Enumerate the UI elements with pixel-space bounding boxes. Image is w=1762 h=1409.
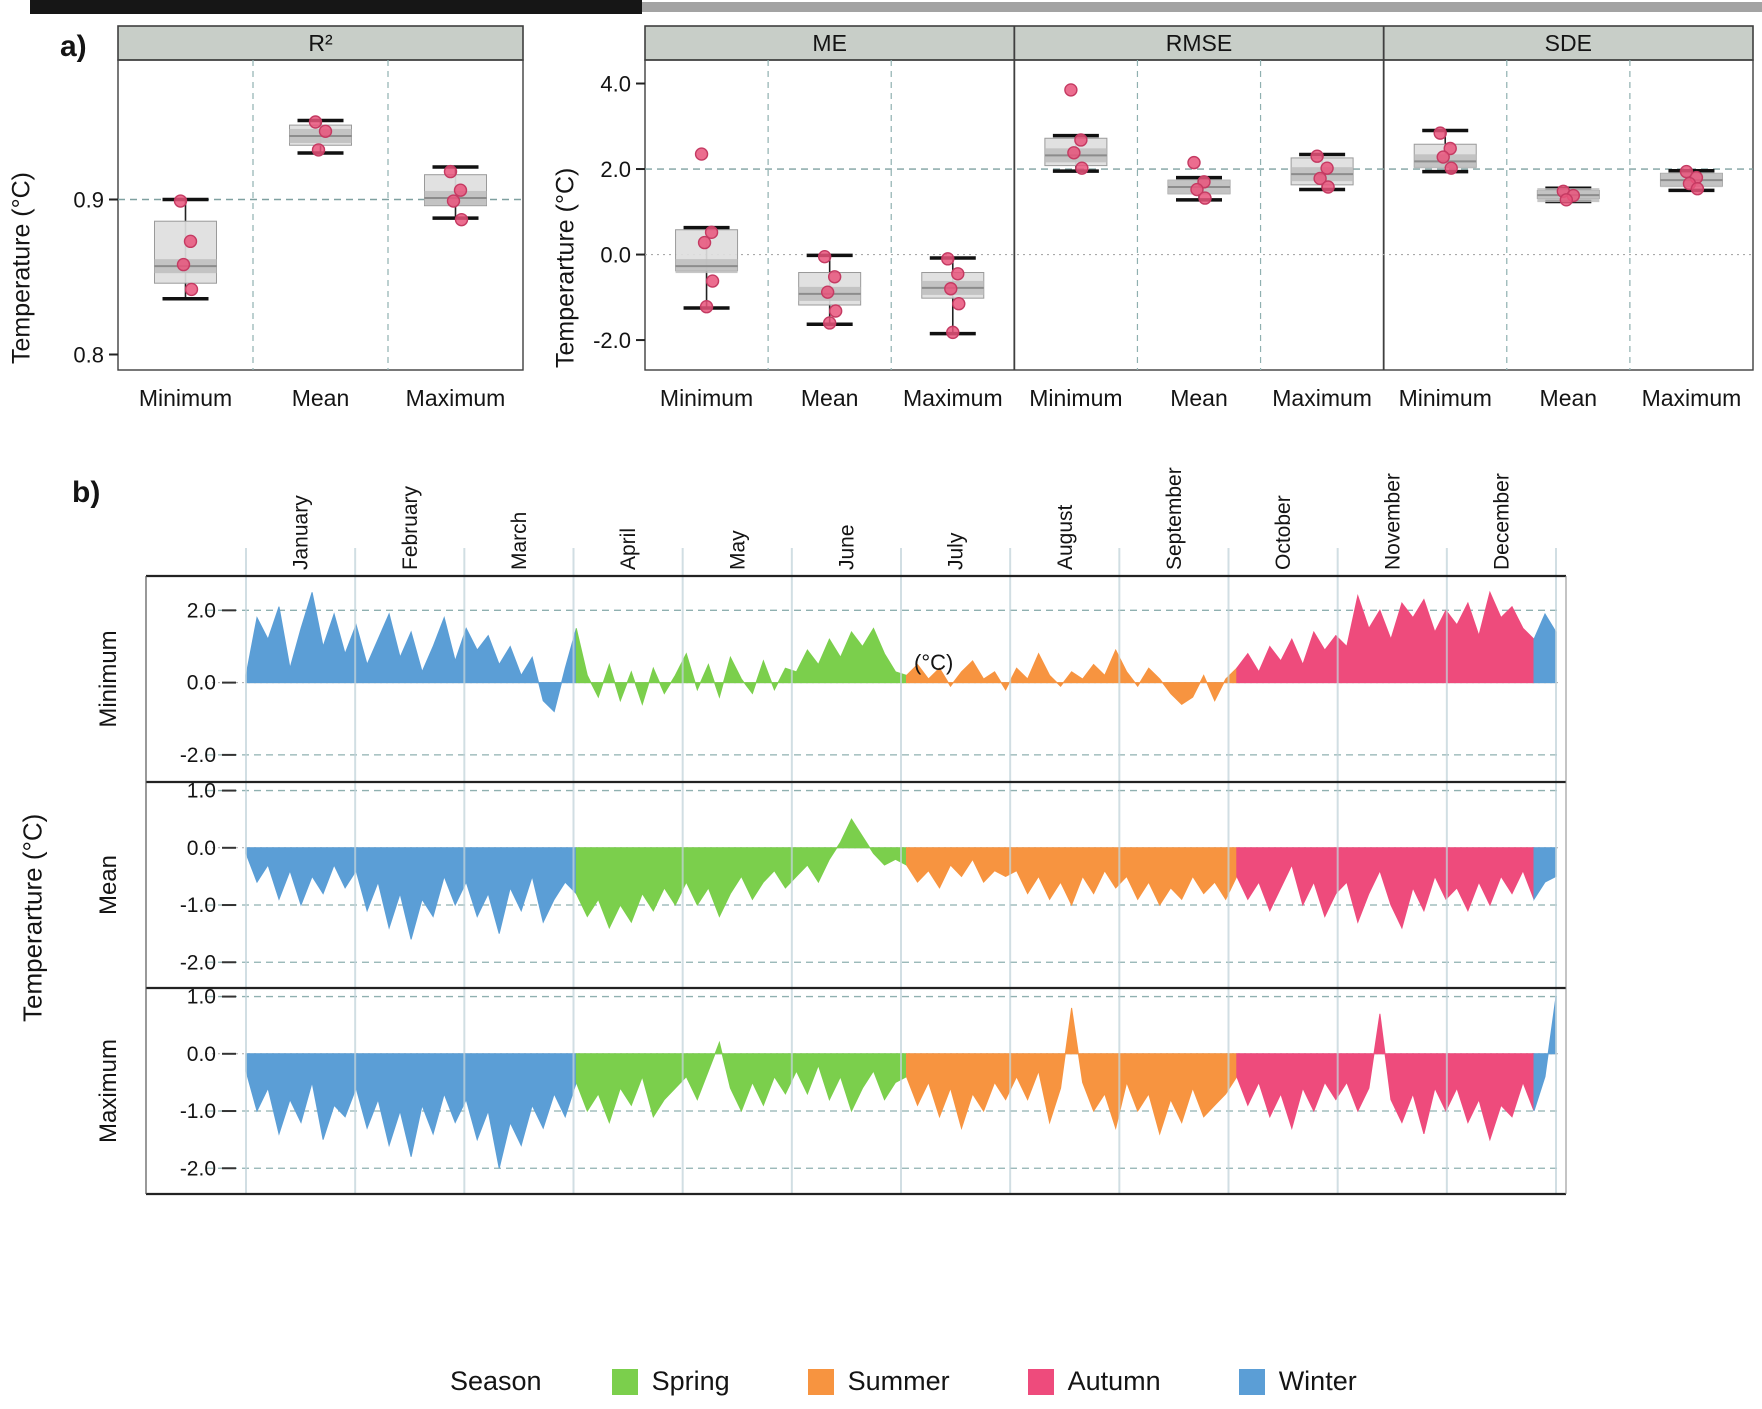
panel-a-left-y-axis-label: Temperature (°C) <box>7 172 36 364</box>
spring-swatch-icon <box>611 1368 638 1395</box>
svg-text:Maximum: Maximum <box>1642 385 1742 411</box>
legend-item-winter: Winter <box>1238 1366 1357 1397</box>
svg-text:0.0: 0.0 <box>187 672 216 695</box>
svg-text:R²: R² <box>308 30 333 56</box>
daily-seasonal-area-chart: 2.0 0.0 -2.0 Minimum 1.0 0.0 -1.0 -2.0 Mean 1.0 0.… <box>95 467 1567 1196</box>
svg-text:0.9: 0.9 <box>73 188 104 213</box>
top-crop-bar-dark <box>30 0 642 14</box>
svg-text:Maximum: Maximum <box>95 1039 122 1143</box>
panel-a-label: a) <box>60 30 87 63</box>
legend-label-winter: Winter <box>1278 1366 1357 1396</box>
legend-label-spring: Spring <box>651 1366 730 1396</box>
svg-text:Minimum: Minimum <box>139 385 232 411</box>
svg-text:November: November <box>1381 473 1404 570</box>
svg-text:May: May <box>726 530 749 570</box>
svg-text:-1.0: -1.0 <box>180 1100 216 1123</box>
svg-text:Minimum: Minimum <box>95 630 122 727</box>
svg-text:March: March <box>508 512 531 570</box>
svg-text:-2.0: -2.0 <box>180 1157 216 1180</box>
svg-text:December: December <box>1490 473 1513 570</box>
r2-boxplot-chart: R² 0.9 0.8 Minimum Mean Maximum <box>73 25 524 411</box>
svg-text:June: June <box>835 524 858 570</box>
svg-text:Minimum: Minimum <box>1399 385 1492 411</box>
svg-text:0.0: 0.0 <box>187 1043 216 1066</box>
season-legend: Season Spring Summer Autumn Winter <box>450 1366 1435 1397</box>
svg-text:Mean: Mean <box>95 855 122 915</box>
svg-text:1.0: 1.0 <box>187 780 216 803</box>
error-metrics-boxplot-chart: ME RMSE SDE 4.0 2.0 0.0 -2.0 Minimum Mean Maximum… <box>593 25 1754 411</box>
svg-text:2.0: 2.0 <box>187 599 216 622</box>
legend-title: Season <box>450 1366 542 1396</box>
svg-text:Maximum: Maximum <box>406 385 506 411</box>
svg-text:April: April <box>617 528 640 570</box>
svg-text:Minimum: Minimum <box>660 385 753 411</box>
svg-text:0.8: 0.8 <box>73 343 104 368</box>
panel-b-y-axis-label: Temperarture (°C) <box>17 813 48 1023</box>
svg-text:2.0: 2.0 <box>600 157 631 182</box>
svg-text:August: August <box>1054 504 1077 570</box>
legend-label-autumn: Autumn <box>1067 1366 1161 1396</box>
svg-text:Mean: Mean <box>292 385 350 411</box>
panel-a: a) Temperature (°C) R² 0.9 0.8 Minimum Mean M… <box>0 18 1762 450</box>
legend-item-spring: Spring <box>611 1366 730 1397</box>
svg-text:-2.0: -2.0 <box>180 744 216 767</box>
svg-text:SDE: SDE <box>1545 30 1592 56</box>
svg-text:Maximum: Maximum <box>903 385 1003 411</box>
panel-b: b) Temperarture (°C) 2.0 0.0 -2.0 Minimum 1.… <box>0 448 1762 1409</box>
summer-swatch-icon <box>807 1368 834 1395</box>
panel-a-right-y-axis-label: Temperarture (°C) <box>551 167 580 369</box>
svg-text:Minimum: Minimum <box>1029 385 1122 411</box>
svg-text:-2.0: -2.0 <box>593 328 631 353</box>
svg-text:Mean: Mean <box>1540 385 1598 411</box>
svg-text:Mean: Mean <box>801 385 859 411</box>
legend-item-summer: Summer <box>807 1366 950 1397</box>
winter-swatch-icon <box>1238 1368 1265 1395</box>
svg-text:(°C): (°C) <box>914 650 953 675</box>
svg-text:July: July <box>945 532 968 570</box>
svg-text:RMSE: RMSE <box>1166 30 1232 56</box>
svg-text:Maximum: Maximum <box>1272 385 1372 411</box>
svg-text:1.0: 1.0 <box>187 986 216 1009</box>
svg-text:0.0: 0.0 <box>600 243 631 268</box>
legend-label-summer: Summer <box>847 1366 950 1396</box>
svg-text:February: February <box>399 485 422 570</box>
svg-text:Mean: Mean <box>1170 385 1228 411</box>
panel-b-label: b) <box>72 476 101 509</box>
svg-text:January: January <box>290 495 313 570</box>
top-crop-bar-light <box>642 2 1762 12</box>
svg-text:4.0: 4.0 <box>600 72 631 97</box>
svg-text:0.0: 0.0 <box>187 837 216 860</box>
legend-item-autumn: Autumn <box>1027 1366 1161 1397</box>
svg-text:-1.0: -1.0 <box>180 894 216 917</box>
svg-text:-2.0: -2.0 <box>180 951 216 974</box>
svg-text:October: October <box>1272 495 1295 570</box>
svg-text:September: September <box>1163 467 1186 570</box>
svg-text:ME: ME <box>812 30 847 56</box>
autumn-swatch-icon <box>1027 1368 1054 1395</box>
